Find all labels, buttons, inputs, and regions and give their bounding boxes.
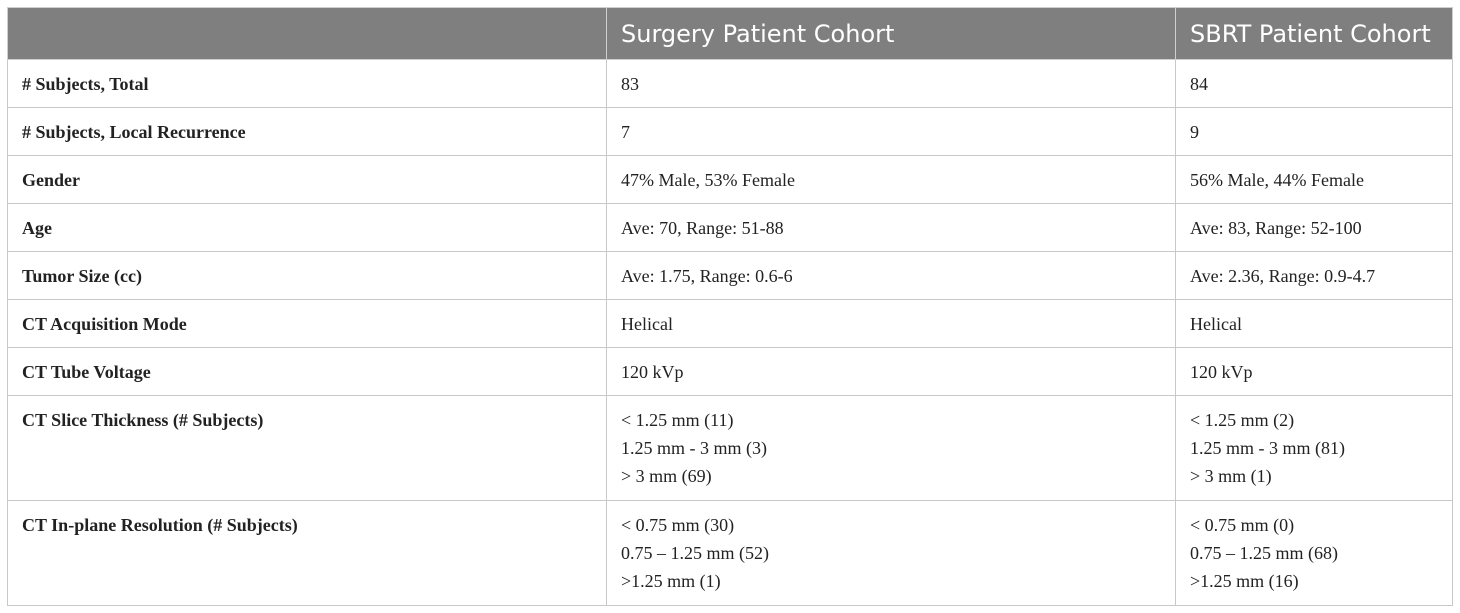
sbrt-cell: < 1.25 mm (2) 1.25 mm - 3 mm (81) > 3 mm (… [1175,395,1453,501]
table-row: CT In-plane Resolution (# Subjects) < 0.7… [7,500,1453,606]
surgery-cell: 83 [606,59,1176,108]
sbrt-cell-line: Helical [1190,313,1242,334]
surgery-cell: 7 [606,107,1176,156]
row-label: CT Acquisition Mode [7,299,607,348]
header-surgery-cohort: Surgery Patient Cohort [606,7,1176,60]
sbrt-cell-line: < 1.25 mm (2) [1190,410,1295,430]
surgery-cell-line: Ave: 1.75, Range: 0.6-6 [621,265,793,286]
sbrt-cell-line: 84 [1190,73,1208,94]
sbrt-cell-line: < 0.75 mm (0) [1190,515,1295,535]
surgery-cell: Ave: 1.75, Range: 0.6-6 [606,251,1176,300]
surgery-cell-line: >1.25 mm (1) [621,571,721,591]
surgery-cell: Ave: 70, Range: 51-88 [606,203,1176,252]
surgery-cell: < 0.75 mm (30) 0.75 – 1.25 mm (52) >1.25 m… [606,500,1176,606]
surgery-cell-line: < 0.75 mm (30) [621,515,735,535]
sbrt-cell: 84 [1175,59,1453,108]
row-label: Gender [7,155,607,204]
table-row: CT Slice Thickness (# Subjects) < 1.25 mm… [7,395,1453,501]
cohort-comparison-table: Surgery Patient Cohort SBRT Patient Coho… [7,7,1453,606]
row-label: Tumor Size (cc) [7,251,607,300]
sbrt-cell: 120 kVp [1175,347,1453,396]
sbrt-cell: Ave: 2.36, Range: 0.9-4.7 [1175,251,1453,300]
surgery-cell-line: Helical [621,313,673,334]
sbrt-cell: 9 [1175,107,1453,156]
table-row: Age Ave: 70, Range: 51-88 Ave: 83, Range: … [7,203,1453,252]
table-row: CT Tube Voltage 120 kVp 120 kVp [7,347,1453,396]
surgery-cell: < 1.25 mm (11) 1.25 mm - 3 mm (3) > 3 mm (… [606,395,1176,501]
surgery-cell: 47% Male, 53% Female [606,155,1176,204]
surgery-cell-line: 47% Male, 53% Female [621,169,795,190]
header-sbrt-cohort: SBRT Patient Cohort [1175,7,1453,60]
table-row: Tumor Size (cc) Ave: 1.75, Range: 0.6-6 Av… [7,251,1453,300]
sbrt-cell-line: 120 kVp [1190,361,1253,382]
surgery-cell-line: 1.25 mm - 3 mm (3) [621,438,767,458]
row-label: CT Tube Voltage [7,347,607,396]
sbrt-cell-line: 0.75 – 1.25 mm (68) [1190,543,1338,563]
surgery-cell: 120 kVp [606,347,1176,396]
sbrt-cell-line: >1.25 mm (16) [1190,571,1299,591]
sbrt-cell: < 0.75 mm (0) 0.75 – 1.25 mm (68) >1.25 mm… [1175,500,1453,606]
table-body: # Subjects, Total 83 84 # Subjects, Local R… [7,59,1453,606]
row-label: Age [7,203,607,252]
sbrt-cell-line: 56% Male, 44% Female [1190,169,1364,190]
row-label: # Subjects, Local Recurrence [7,107,607,156]
row-label: CT Slice Thickness (# Subjects) [7,395,607,501]
sbrt-cell: 56% Male, 44% Female [1175,155,1453,204]
header-row: Surgery Patient Cohort SBRT Patient Coho… [7,7,1453,60]
table-row: Gender 47% Male, 53% Female 56% Male, 44% … [7,155,1453,204]
sbrt-cell-line: 9 [1190,121,1199,142]
surgery-cell-line: > 3 mm (69) [621,466,712,486]
surgery-cell-line: 83 [621,73,639,94]
sbrt-cell-line: > 3 mm (1) [1190,466,1272,486]
surgery-cell-line: 0.75 – 1.25 mm (52) [621,543,769,563]
sbrt-cell: Ave: 83, Range: 52-100 [1175,203,1453,252]
row-label: # Subjects, Total [7,59,607,108]
surgery-cell: Helical [606,299,1176,348]
header-cell-empty [7,7,607,60]
sbrt-cell-line: 1.25 mm - 3 mm (81) [1190,438,1345,458]
surgery-cell-line: 7 [621,121,630,142]
table-row: # Subjects, Local Recurrence 7 9 [7,107,1453,156]
surgery-cell-line: < 1.25 mm (11) [621,410,734,430]
surgery-cell-line: Ave: 70, Range: 51-88 [621,217,784,238]
row-label: CT In-plane Resolution (# Subjects) [7,500,607,606]
surgery-cell-line: 120 kVp [621,361,684,382]
table-row: CT Acquisition Mode Helical Helical [7,299,1453,348]
sbrt-cell: Helical [1175,299,1453,348]
table-row: # Subjects, Total 83 84 [7,59,1453,108]
sbrt-cell-line: Ave: 2.36, Range: 0.9-4.7 [1190,265,1376,286]
sbrt-cell-line: Ave: 83, Range: 52-100 [1190,217,1362,238]
